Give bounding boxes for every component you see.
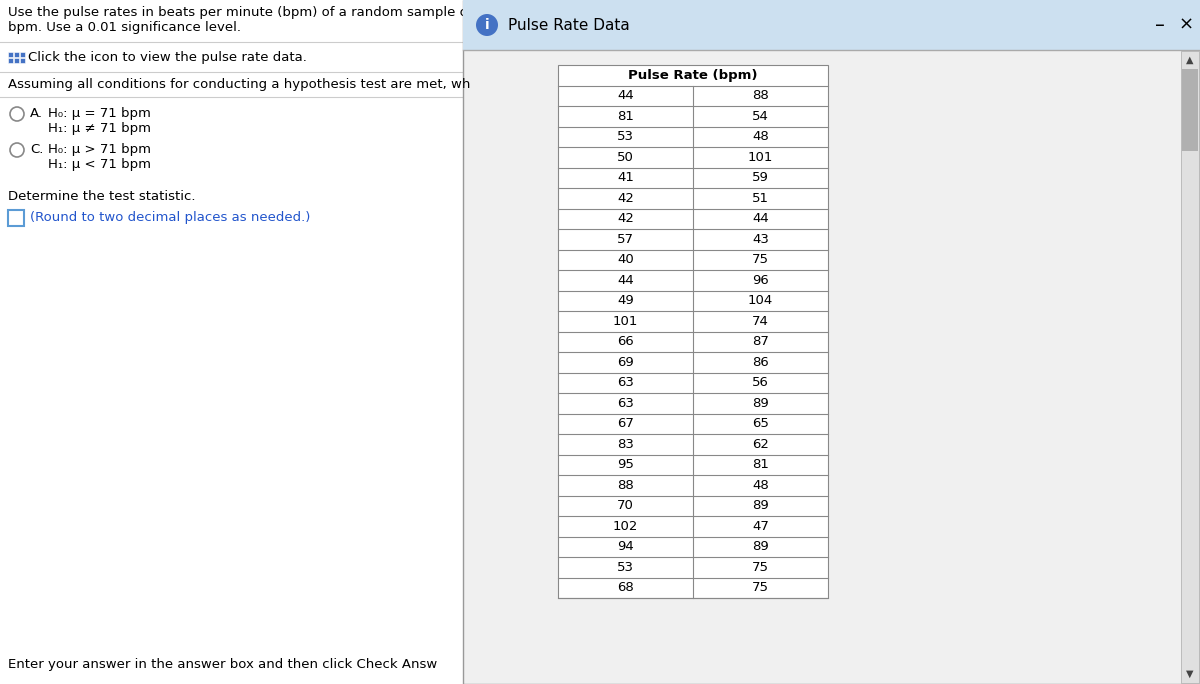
Text: 62: 62 xyxy=(752,438,769,451)
Text: 68: 68 xyxy=(617,581,634,594)
Text: 89: 89 xyxy=(752,540,769,553)
Text: bpm. Use a 0.01 significance level.: bpm. Use a 0.01 significance level. xyxy=(8,21,241,34)
Text: Assuming all conditions for conducting a hypothesis test are met, wh: Assuming all conditions for conducting a… xyxy=(8,78,470,91)
Text: ×: × xyxy=(1178,16,1194,34)
Text: Enter your answer in the answer box and then click Check Answ: Enter your answer in the answer box and … xyxy=(8,658,437,671)
Text: 86: 86 xyxy=(752,356,769,369)
Text: A.: A. xyxy=(30,107,43,120)
Text: 75: 75 xyxy=(752,253,769,266)
Text: ▼: ▼ xyxy=(1187,669,1194,679)
Text: 83: 83 xyxy=(617,438,634,451)
Text: 101: 101 xyxy=(748,150,773,163)
Text: 48: 48 xyxy=(752,479,769,492)
Text: 44: 44 xyxy=(617,274,634,287)
Text: 57: 57 xyxy=(617,233,634,246)
Text: H₁: μ ≠ 71 bpm: H₁: μ ≠ 71 bpm xyxy=(48,122,151,135)
Text: 104: 104 xyxy=(748,294,773,307)
Text: 48: 48 xyxy=(752,130,769,143)
Text: 43: 43 xyxy=(752,233,769,246)
Text: 96: 96 xyxy=(752,274,769,287)
Bar xyxy=(14,58,19,63)
Text: 81: 81 xyxy=(752,458,769,471)
Text: C.: C. xyxy=(30,143,43,156)
Text: H₁: μ < 71 bpm: H₁: μ < 71 bpm xyxy=(48,158,151,171)
Text: 50: 50 xyxy=(617,150,634,163)
Bar xyxy=(463,0,1200,684)
Text: 53: 53 xyxy=(617,561,634,574)
Text: Pulse Rate (bpm): Pulse Rate (bpm) xyxy=(629,69,757,82)
Text: 75: 75 xyxy=(752,581,769,594)
Bar xyxy=(20,58,25,63)
Circle shape xyxy=(476,14,498,36)
Text: 74: 74 xyxy=(752,315,769,328)
Text: 95: 95 xyxy=(617,458,634,471)
Bar xyxy=(8,58,13,63)
Text: 89: 89 xyxy=(752,397,769,410)
Text: 40: 40 xyxy=(617,253,634,266)
Text: 53: 53 xyxy=(617,130,634,143)
Text: 59: 59 xyxy=(752,171,769,184)
Text: –: – xyxy=(1156,16,1165,34)
Text: 51: 51 xyxy=(752,192,769,205)
Text: 63: 63 xyxy=(617,397,634,410)
Text: 56: 56 xyxy=(752,376,769,389)
Text: 66: 66 xyxy=(617,335,634,348)
Text: Pulse Rate Data: Pulse Rate Data xyxy=(508,18,630,33)
Text: 70: 70 xyxy=(617,499,634,512)
Text: 88: 88 xyxy=(617,479,634,492)
Bar xyxy=(8,210,24,226)
Text: H₀: μ > 71 bpm: H₀: μ > 71 bpm xyxy=(48,143,151,156)
Bar xyxy=(1181,51,1199,683)
Text: 81: 81 xyxy=(617,109,634,122)
Text: 47: 47 xyxy=(752,520,769,533)
Text: 65: 65 xyxy=(752,417,769,430)
Text: 63: 63 xyxy=(617,376,634,389)
Text: 42: 42 xyxy=(617,212,634,225)
Text: 101: 101 xyxy=(613,315,638,328)
Text: 44: 44 xyxy=(617,89,634,102)
Text: Click the icon to view the pulse rate data.: Click the icon to view the pulse rate da… xyxy=(28,51,307,64)
Text: 67: 67 xyxy=(617,417,634,430)
Text: H₀: μ = 71 bpm: H₀: μ = 71 bpm xyxy=(48,107,151,120)
Bar xyxy=(14,52,19,57)
Text: 94: 94 xyxy=(617,540,634,553)
Text: 49: 49 xyxy=(617,294,634,307)
Text: 89: 89 xyxy=(752,499,769,512)
Text: (Round to two decimal places as needed.): (Round to two decimal places as needed.) xyxy=(30,211,311,224)
Text: 54: 54 xyxy=(752,109,769,122)
Bar xyxy=(8,52,13,57)
Text: 41: 41 xyxy=(617,171,634,184)
Text: 69: 69 xyxy=(617,356,634,369)
Text: 88: 88 xyxy=(752,89,769,102)
Text: 44: 44 xyxy=(752,212,769,225)
Bar xyxy=(1182,69,1198,151)
Bar xyxy=(463,0,1200,50)
Bar xyxy=(558,65,828,598)
Text: 87: 87 xyxy=(752,335,769,348)
Text: 75: 75 xyxy=(752,561,769,574)
Text: ▲: ▲ xyxy=(1187,55,1194,65)
Text: 102: 102 xyxy=(613,520,638,533)
Text: Determine the test statistic.: Determine the test statistic. xyxy=(8,190,196,203)
Text: i: i xyxy=(485,18,490,32)
Text: 42: 42 xyxy=(617,192,634,205)
Text: Use the pulse rates in beats per minute (bpm) of a random sample of adult female: Use the pulse rates in beats per minute … xyxy=(8,6,1133,19)
Bar xyxy=(20,52,25,57)
